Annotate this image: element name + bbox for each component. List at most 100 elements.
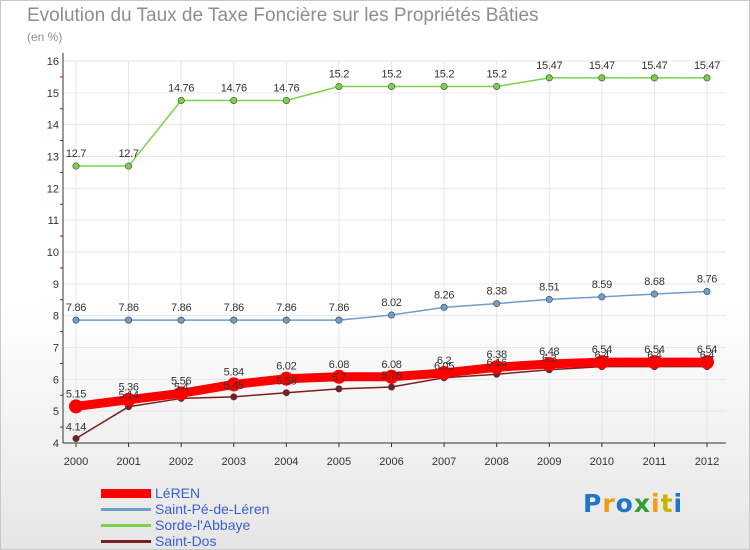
series-layer: [69, 74, 714, 443]
x-tick-label: 2004: [274, 456, 298, 468]
legend-swatch-saint-dos: [101, 540, 151, 543]
data-label-sorde: 15.2: [487, 68, 507, 80]
data-point-leren: [174, 386, 189, 401]
y-tick-label: 7: [53, 343, 59, 355]
y-tick-label: 11: [48, 215, 59, 227]
logo-letter: i: [651, 489, 661, 518]
y-tick-label: 9: [53, 279, 59, 291]
y-tick-label: 13: [47, 152, 59, 164]
logo-letter: t: [660, 489, 674, 518]
data-point-saint_pe: [387, 311, 395, 319]
data-point-leren: [69, 399, 83, 414]
data-label-leren: 6.48: [539, 346, 559, 358]
x-tick-label: 2011: [643, 456, 667, 468]
y-tick-label: 15: [47, 88, 59, 100]
data-label-saint_dos: 5.76: [381, 370, 401, 382]
data-point-saint_pe: [440, 303, 448, 311]
data-label-sorde: 15.47: [536, 60, 562, 72]
proxiti-logo: Proxiti: [583, 489, 683, 518]
data-point-sorde: [703, 74, 711, 82]
data-label-saint_dos: 4.14: [66, 422, 86, 434]
data-point-sorde: [72, 162, 80, 170]
data-point-leren: [594, 355, 609, 370]
x-tick-label: 2007: [432, 456, 456, 468]
data-point-saint_pe: [282, 316, 290, 324]
y-tick-label: 12: [47, 183, 59, 195]
data-point-sorde: [125, 162, 133, 170]
legend-label-saint-dos: Saint-Dos: [155, 533, 217, 549]
data-label-sorde: 15.2: [381, 68, 401, 80]
data-label-leren: 6.08: [329, 359, 349, 371]
y-tick-label: 14: [47, 120, 59, 132]
y-tick-label: 16: [47, 56, 59, 68]
data-point-saint_pe: [703, 287, 711, 295]
data-point-sorde: [335, 82, 343, 90]
data-point-saint_dos: [335, 385, 343, 393]
logo-letter: P: [583, 489, 603, 518]
data-point-leren: [384, 369, 399, 384]
data-point-leren: [331, 369, 346, 384]
data-label-saint_dos: 6.4: [595, 350, 610, 362]
y-tick-label: 5: [53, 406, 59, 418]
y-tick-label: 4: [53, 438, 59, 450]
data-point-saint_dos: [282, 389, 290, 397]
data-label-saint_pe: 7.86: [118, 302, 138, 314]
data-label-leren: 5.36: [118, 382, 138, 394]
data-label-saint_pe: 8.59: [592, 279, 612, 291]
data-point-sorde: [598, 74, 606, 82]
data-label-leren: 6.38: [487, 349, 507, 361]
legend-label-leren: LéREN: [155, 485, 201, 501]
data-label-saint_pe: 8.02: [381, 297, 401, 309]
data-point-leren: [226, 377, 241, 392]
legend-swatch-saint-pe-de-leren: [101, 508, 151, 511]
data-point-sorde: [650, 74, 658, 82]
data-label-leren: 5.15: [66, 388, 86, 400]
data-label-sorde: 12.7: [66, 148, 86, 160]
x-tick-label: 2009: [537, 456, 561, 468]
data-label-sorde: 15.2: [329, 68, 349, 80]
data-label-saint_dos: 5.4: [174, 381, 189, 393]
x-tick-label: 2000: [64, 456, 88, 468]
legend-label-sorde-l-abbaye: Sorde-l'Abbaye: [155, 517, 251, 533]
y-tick-label: 8: [53, 311, 59, 323]
data-label-saint_pe: 7.86: [171, 302, 191, 314]
logo-letter: o: [615, 489, 634, 518]
legend-swatch-sorde-l-abbaye: [101, 524, 151, 527]
grid-layer: [63, 60, 726, 444]
data-point-saint_pe: [650, 290, 658, 298]
line-chart: 4 5 6 7 8 9 10 11 12 13 14 15 16 2000 2001 2002 2003 2004…: [47, 53, 726, 468]
data-point-saint_pe: [335, 316, 343, 324]
data-label-saint_pe: 7.86: [224, 302, 244, 314]
legend-swatch-leren: [101, 489, 151, 498]
data-point-leren: [489, 360, 504, 375]
data-label-leren: 5.56: [171, 375, 191, 387]
data-point-leren: [121, 392, 136, 407]
data-label-saint_dos: 5.7: [332, 372, 347, 384]
data-label-saint_dos: 5.58: [276, 376, 296, 388]
data-label-saint_dos: 6.05: [434, 361, 454, 373]
data-point-sorde: [282, 96, 290, 104]
data-point-saint_pe: [177, 316, 185, 324]
axis-layer: 4 5 6 7 8 9 10 11 12 13 14 15 16 2000 2001 2002 2003 2004…: [47, 53, 726, 468]
data-label-saint_dos: 5.45: [224, 380, 244, 392]
x-tick-label: 2010: [590, 456, 614, 468]
data-label-saint_pe: 7.86: [329, 302, 349, 314]
data-label-leren: 6.08: [381, 359, 401, 371]
data-label-saint_pe: 8.38: [487, 286, 507, 298]
data-label-saint_pe: 7.86: [276, 302, 296, 314]
label-layer: 5.155.365.565.84 6.02 6.08 6.08 6.2 6.38 6.48 6…: [66, 60, 721, 434]
data-label-saint_dos: 5.14: [118, 390, 138, 402]
data-point-leren: [647, 355, 662, 370]
y-tick-label: 10: [47, 247, 59, 259]
data-label-saint_pe: 8.26: [434, 289, 454, 301]
data-point-saint_pe: [493, 300, 501, 308]
chart-title: Evolution du Taux de Taxe Foncière sur l…: [27, 5, 539, 26]
data-point-saint_pe: [230, 316, 238, 324]
data-point-sorde: [545, 74, 553, 82]
data-label-leren: 5.84: [224, 366, 244, 378]
data-label-sorde: 15.47: [589, 60, 615, 72]
x-tick-label: 2008: [484, 456, 508, 468]
data-point-saint_dos: [72, 435, 80, 443]
x-tick-label: 2012: [695, 456, 719, 468]
